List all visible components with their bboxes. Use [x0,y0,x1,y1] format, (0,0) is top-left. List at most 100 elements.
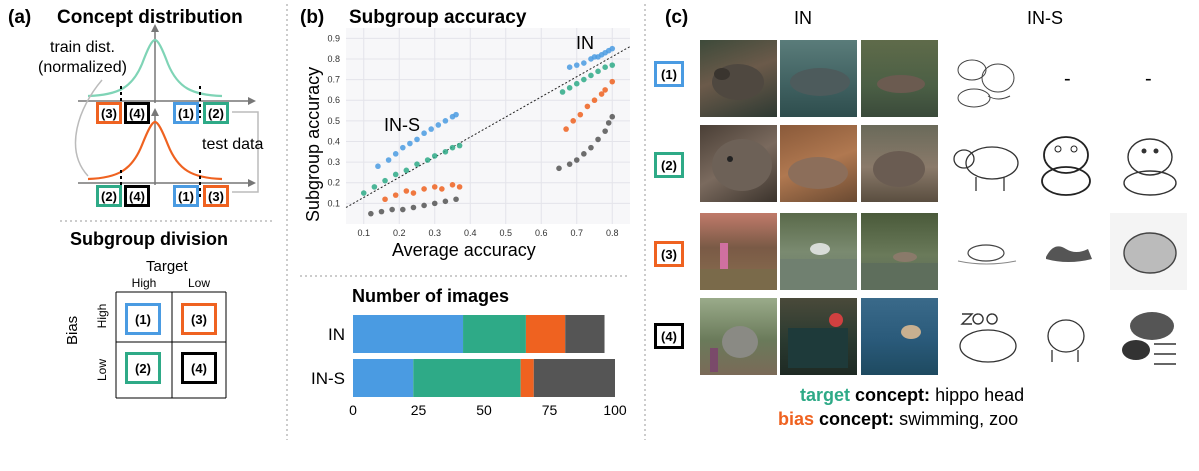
scatter-point [385,157,392,163]
bottom-axis-arrow-y [151,108,159,116]
scatter-point [566,64,573,70]
in-image-row4-3 [861,298,938,375]
train-dist-label: train dist. (normalized) [38,38,127,78]
grid-cell-4: (4) [181,352,217,384]
train-dist-line2: (normalized) [38,59,127,76]
scatter-point [414,161,420,167]
top-box-3: (3) [96,102,122,124]
subgroup-accuracy-scatter: 0.1 0.2 0.3 0.4 0.5 0.6 0.7 0.8 0.1 0.2 0.3 0.4 0.5 0… [327,28,631,238]
bar-x-tick: 75 [542,402,558,418]
scatter-point [609,113,616,120]
bias-value: swimming, zoo [899,409,1019,429]
scatter-point [424,157,431,163]
scatter-point [556,165,562,172]
column-header-ins: IN-S [1027,8,1063,28]
scatter-point [410,190,417,196]
scatter-xlabel: Average accuracy [392,240,536,260]
scatter-y-tick: 0.5 [327,116,340,126]
scatter-point [559,89,566,95]
bias-high-label: High [95,303,109,329]
in-image-row4-2 [780,298,857,375]
scatter-y-tick: 0.8 [327,54,340,64]
scatter-point [456,184,463,190]
scatter-point [570,118,576,124]
scatter-point [442,118,449,124]
panel-b-title: Subgroup accuracy [349,7,527,28]
ins-sketch-row1-1 [948,40,1025,117]
scatter-point [414,136,420,143]
bias-concept-word: concept: [819,409,895,429]
scatter-point [400,144,406,151]
train-dist-connector [74,79,103,177]
in-image-row1-2 [780,40,857,117]
panel-c-label: (c) [665,7,689,28]
bar-segment [520,359,534,397]
scatter-point [577,111,584,118]
target-label: Target [146,258,188,275]
number-of-images-bar-chart: IN IN-S0 25 50 75 100 [311,315,627,418]
target-high-label: High [131,276,157,290]
target-concept-word: concept: [855,385,931,405]
scatter-point [439,186,445,192]
scatter-point [595,68,601,75]
in-image-row2-3 [861,125,938,202]
scatter-x-tick: 0.2 [393,228,406,238]
scatter-point [609,62,616,68]
row-label-2: (2) [654,152,684,178]
bottom-box-2: (2) [96,185,122,207]
ins-sketch-row2-1 [948,125,1025,202]
panel-a-label: (a) [8,7,32,28]
in-image-row3-1 [700,213,777,290]
scatter-point [371,184,378,190]
scatter-point [442,198,449,205]
scatter-x-tick: 0.4 [464,228,477,238]
scatter-point [368,210,374,217]
bar-x-tick: 0 [349,402,357,418]
scatter-label-in: IN [576,33,594,53]
scatter-point [595,136,601,143]
grid-cell-3: (3) [181,303,217,335]
in-image-row4-1 [700,298,777,375]
top-box-4: (4) [124,102,150,124]
scatter-label-ins: IN-S [384,115,420,135]
top-axis-arrow-x [248,97,256,105]
scatter-point [378,208,385,215]
bar-chart-title: Number of images [352,286,510,306]
missing-image-dash-2: - [1145,68,1152,90]
in-image-row1-1 [700,40,777,117]
scatter-point [421,186,427,192]
subgroup-division-title: Subgroup division [70,229,228,249]
scatter-point [581,76,587,83]
scatter-point [428,126,434,132]
scatter-point [563,126,569,132]
scatter-point [598,91,605,97]
concept-distribution-diagram [60,4,288,440]
ins-sketch-row4-2 [1028,298,1105,375]
bar-segment [353,359,414,397]
scatter-point [602,128,608,134]
scatter-point [588,144,594,151]
scatter-point [403,167,410,174]
in-image-row3-3 [861,213,938,290]
panel-b-separators [300,4,646,440]
scatter-point [431,153,438,159]
scatter-point [449,182,456,188]
bar-segment [525,315,566,353]
bottom-box-4: (4) [124,185,150,207]
ins-sketch-row2-2 [1028,125,1105,202]
scatter-point [389,206,395,213]
scatter-point [566,85,573,91]
bottom-box-3: (3) [203,185,229,207]
bottom-box-1: (1) [173,185,199,207]
scatter-point [456,142,463,149]
row-label-1: (1) [654,61,684,87]
column-header-in: IN [794,8,812,28]
scatter-point [360,190,367,196]
scatter-x-tick: 0.1 [357,228,370,238]
in-image-row3-2 [780,213,857,290]
in-image-row2-2 [780,125,857,202]
scatter-reference-line [345,46,631,208]
scatter-y-tick: 0.7 [327,75,340,85]
ins-sketch-row3-1 [948,213,1025,290]
scatter-y-tick: 0.1 [327,198,340,208]
